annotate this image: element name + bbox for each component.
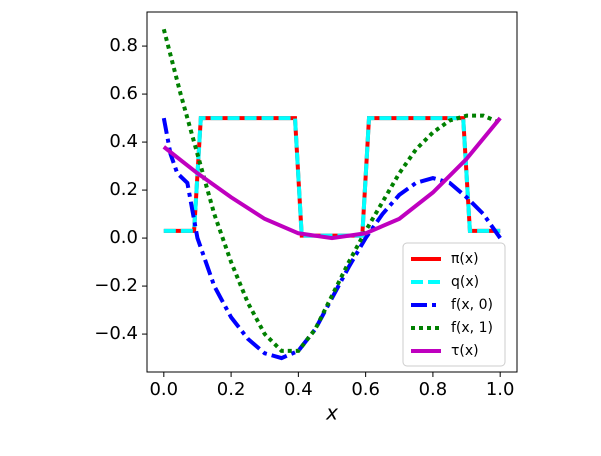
series-line [161,28,501,353]
legend-box [402,242,506,367]
plot-frame [146,11,518,373]
y-tick-label: 0.0 [109,227,138,248]
series-line [162,116,502,241]
legend-label: f(x, 1) [451,320,493,336]
y-tick-label: −0.2 [94,275,138,296]
legend-label: f(x, 0) [451,297,493,313]
y-tick-label: −0.4 [94,323,138,344]
legend: π(x) q(x) f(x, 0) f(x, 1) τ(x) [402,242,506,367]
x-tick-label: 0.6 [351,379,380,400]
y-tick-label: 0.2 [109,179,138,200]
x-tick-label: 0.4 [284,379,313,400]
x-tick-label: 0.8 [419,379,448,400]
y-tick-label: 0.8 [109,35,138,56]
y-tick-label: 0.6 [109,83,138,104]
legend-label: q(x) [451,274,479,290]
legend-label: τ(x) [451,343,479,359]
x-tick-label: 0.0 [149,379,178,400]
y-tick-label: 0.4 [109,131,138,152]
x-axis-label: x [325,401,338,425]
legend-label: π(x) [451,251,479,267]
x-tick-label: 0.2 [217,379,246,400]
x-tick-label: 1.0 [486,379,515,400]
